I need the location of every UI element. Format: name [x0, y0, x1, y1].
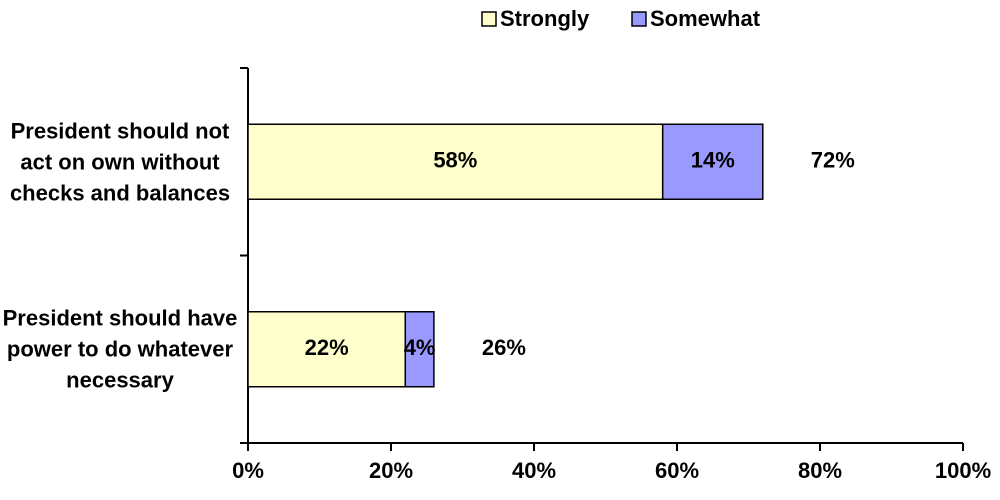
bar-segment — [404, 311, 435, 388]
legend-swatch — [631, 11, 647, 27]
total-label: 26% — [482, 335, 526, 360]
legend-swatch — [481, 11, 497, 27]
category-label: President should not act on own without … — [9, 118, 231, 206]
value-label: 58% — [433, 148, 477, 173]
x-tick-label: 20% — [369, 458, 413, 483]
value-label: 4% — [404, 335, 436, 360]
total-label: 72% — [811, 148, 855, 173]
x-tick-label: 100% — [935, 458, 991, 483]
category-label: President should have power to do whatev… — [2, 305, 238, 393]
value-label: 22% — [305, 335, 349, 360]
x-tick-label: 0% — [232, 458, 264, 483]
legend-label: Somewhat — [650, 6, 761, 31]
x-tick-label: 40% — [512, 458, 556, 483]
x-tick-label: 60% — [655, 458, 699, 483]
bar-segment — [661, 123, 764, 200]
value-label: 14% — [691, 148, 735, 173]
bar-segment — [247, 123, 664, 200]
legend-label: Strongly — [500, 6, 590, 31]
x-tick-label: 80% — [798, 458, 842, 483]
